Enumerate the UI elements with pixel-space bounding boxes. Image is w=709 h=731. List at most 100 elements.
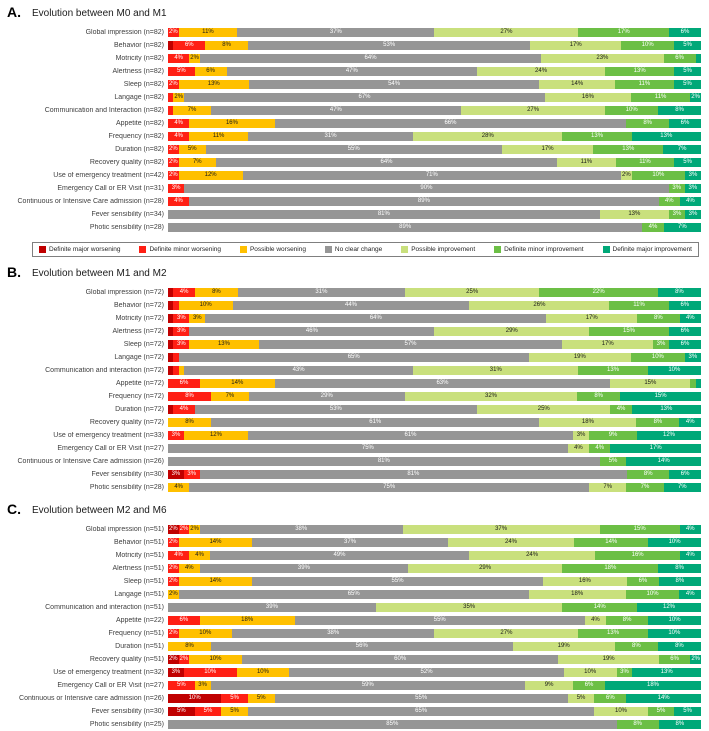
- bar-segment: 37%: [402, 525, 600, 534]
- bar-segment: 61%: [211, 418, 540, 427]
- bar-segment: 3%: [573, 431, 590, 440]
- bar-segment: 67%: [184, 93, 545, 102]
- bar-segment: 43%: [183, 366, 414, 375]
- panel-b-title: Evolution between M1 and M2: [32, 268, 167, 279]
- bar-segment: 11%: [614, 80, 675, 89]
- bar-row: Global impression (n=82) 2% 11% 37% 27% 17% 6%: [4, 26, 701, 39]
- bar-segment: 24%: [477, 67, 606, 76]
- bar-segment: 55%: [294, 616, 585, 625]
- panel-b-chart: Global impression (n=72) 4% 8% 31% 25% 22% 8% B…: [4, 286, 705, 494]
- category-label: Photic sensibility (n=25): [89, 721, 164, 728]
- bar-segment: 10%: [183, 668, 237, 677]
- bar-row: Sleep (n=51) 2% 14% 55% 16% 6% 8%: [4, 575, 701, 588]
- bar-row: Appetite (n=82) 4% 16% 66% 8% 6%: [4, 117, 701, 130]
- stacked-bar: 4% 53% 25% 4% 13%: [168, 405, 701, 414]
- bar-segment: 10%: [648, 538, 701, 547]
- bar-segment: 4%: [178, 564, 200, 573]
- bar-row: Duration (n=72) 4% 53% 25% 4% 13%: [4, 403, 701, 416]
- bar-segment: 10%: [178, 629, 232, 638]
- legend-swatch-icon: [139, 246, 147, 253]
- bar-segment: 13%: [599, 210, 669, 219]
- bar-row: Appetite (n=72) 6% 14% 63% 15%: [4, 377, 701, 390]
- bar-row: Alertness (n=82) 5% 6% 47% 24% 13% 5%: [4, 65, 701, 78]
- stacked-bar: 10% 44% 26% 11% 6%: [168, 301, 701, 310]
- bar-segment: [173, 301, 179, 310]
- bar-segment: 53%: [247, 41, 531, 50]
- stacked-bar: 2% 2% 2% 38% 37% 15% 4%: [168, 525, 701, 534]
- bar-row: Behavior (n=51) 2% 14% 37% 24% 14% 10%: [4, 536, 701, 549]
- bar-segment: [168, 353, 174, 362]
- bar-segment: 19%: [558, 655, 659, 664]
- bar-segment: 5%: [674, 80, 701, 89]
- bar-segment: 12%: [637, 431, 701, 440]
- bar-segment: 6%: [668, 119, 701, 128]
- bar-segment: 15%: [610, 379, 691, 388]
- category-label: Duration (n=72): [115, 406, 164, 413]
- stacked-bar: 4% 2% 64% 23% 6%: [168, 54, 701, 63]
- bar-segment: 13%: [189, 340, 259, 349]
- bar-segment: 53%: [194, 405, 478, 414]
- bar-segment: 6%: [669, 470, 701, 479]
- stacked-bar: 43% 31% 13% 10%: [168, 366, 701, 375]
- stacked-bar: 89% 4% 7%: [168, 223, 701, 232]
- bar-segment: 7%: [663, 145, 701, 154]
- bar-segment: 6%: [668, 340, 701, 349]
- stacked-bar: 81% 13% 3% 3%: [168, 210, 701, 219]
- stacked-bar: 8% 56% 19% 8% 8%: [168, 642, 701, 651]
- bar-segment: 5%: [647, 707, 675, 716]
- bar-row: Duration (n=51) 8% 56% 19% 8% 8%: [4, 640, 701, 653]
- bar-segment: 5%: [247, 694, 275, 703]
- bar-segment: 2%: [168, 577, 179, 586]
- stacked-bar: 2% 10% 38% 27% 13% 10%: [168, 629, 701, 638]
- stacked-bar: 3% 3% 64% 17% 8% 4%: [168, 314, 701, 323]
- bar-segment: 7%: [663, 223, 701, 232]
- bar-segment: [168, 41, 174, 50]
- bar-segment: 6%: [168, 616, 200, 625]
- bar-row: Langage (n=51) 2% 65% 18% 10% 4%: [4, 588, 701, 601]
- bar-row: Alertness (n=72) 3% 46% 29% 15% 6%: [4, 325, 701, 338]
- bar-segment: 37%: [252, 538, 448, 547]
- bar-segment: 2%: [173, 93, 185, 102]
- bar-segment: 44%: [232, 301, 470, 310]
- bar-segment: 23%: [541, 54, 664, 63]
- bar-segment: 13%: [578, 629, 648, 638]
- legend-label: Definite major worsening: [49, 246, 121, 253]
- bar-row: Sleep (n=72) 3% 13% 57% 17% 3% 6%: [4, 338, 701, 351]
- bar-segment: 11%: [557, 158, 616, 167]
- bar-segment: 16%: [542, 577, 628, 586]
- bar-segment: 8%: [577, 392, 621, 401]
- bar-segment: 18%: [562, 564, 659, 573]
- category-label: Motricity (n=82): [115, 55, 164, 62]
- bar-segment: 8%: [658, 106, 701, 115]
- category-label: Global impression (n=51): [85, 526, 164, 533]
- bar-segment: 4%: [584, 616, 606, 625]
- bar-segment: 39%: [199, 564, 408, 573]
- bar-segment: [168, 327, 174, 336]
- bar-segment: 18%: [605, 681, 701, 690]
- category-label: Emergency Call or ER Visit (n=31): [57, 185, 164, 192]
- bar-segment: 8%: [194, 288, 238, 297]
- legend-label: No clear change: [334, 246, 383, 253]
- bar-segment: 11%: [630, 93, 691, 102]
- bar-segment: 10%: [630, 353, 685, 362]
- stacked-bar: 5% 6% 47% 24% 13% 5%: [168, 67, 701, 76]
- bar-segment: 5%: [674, 67, 701, 76]
- bar-segment: 4%: [168, 119, 190, 128]
- bar-segment: 7%: [211, 392, 249, 401]
- bar-segment: 3%: [173, 327, 190, 336]
- stacked-bar: 2% 65% 18% 10% 4%: [168, 590, 701, 599]
- bar-segment: 6%: [668, 327, 701, 336]
- bar-segment: [695, 54, 701, 63]
- bar-segment: [168, 93, 174, 102]
- bar-segment: 10%: [178, 301, 233, 310]
- legend-swatch-icon: [602, 246, 610, 253]
- bar-segment: 2%: [189, 54, 200, 63]
- bar-segment: 75%: [189, 483, 590, 492]
- bar-row: Langage (n=72) 65% 19% 10% 3%: [4, 351, 701, 364]
- bar-segment: 6%: [173, 41, 206, 50]
- bar-segment: 5%: [168, 707, 195, 716]
- bar-segment: 60%: [241, 655, 559, 664]
- stacked-bar: 4% 16% 66% 8% 6%: [168, 119, 701, 128]
- bar-segment: 6%: [594, 694, 627, 703]
- category-label: Communication and interaction (n=72): [45, 367, 164, 374]
